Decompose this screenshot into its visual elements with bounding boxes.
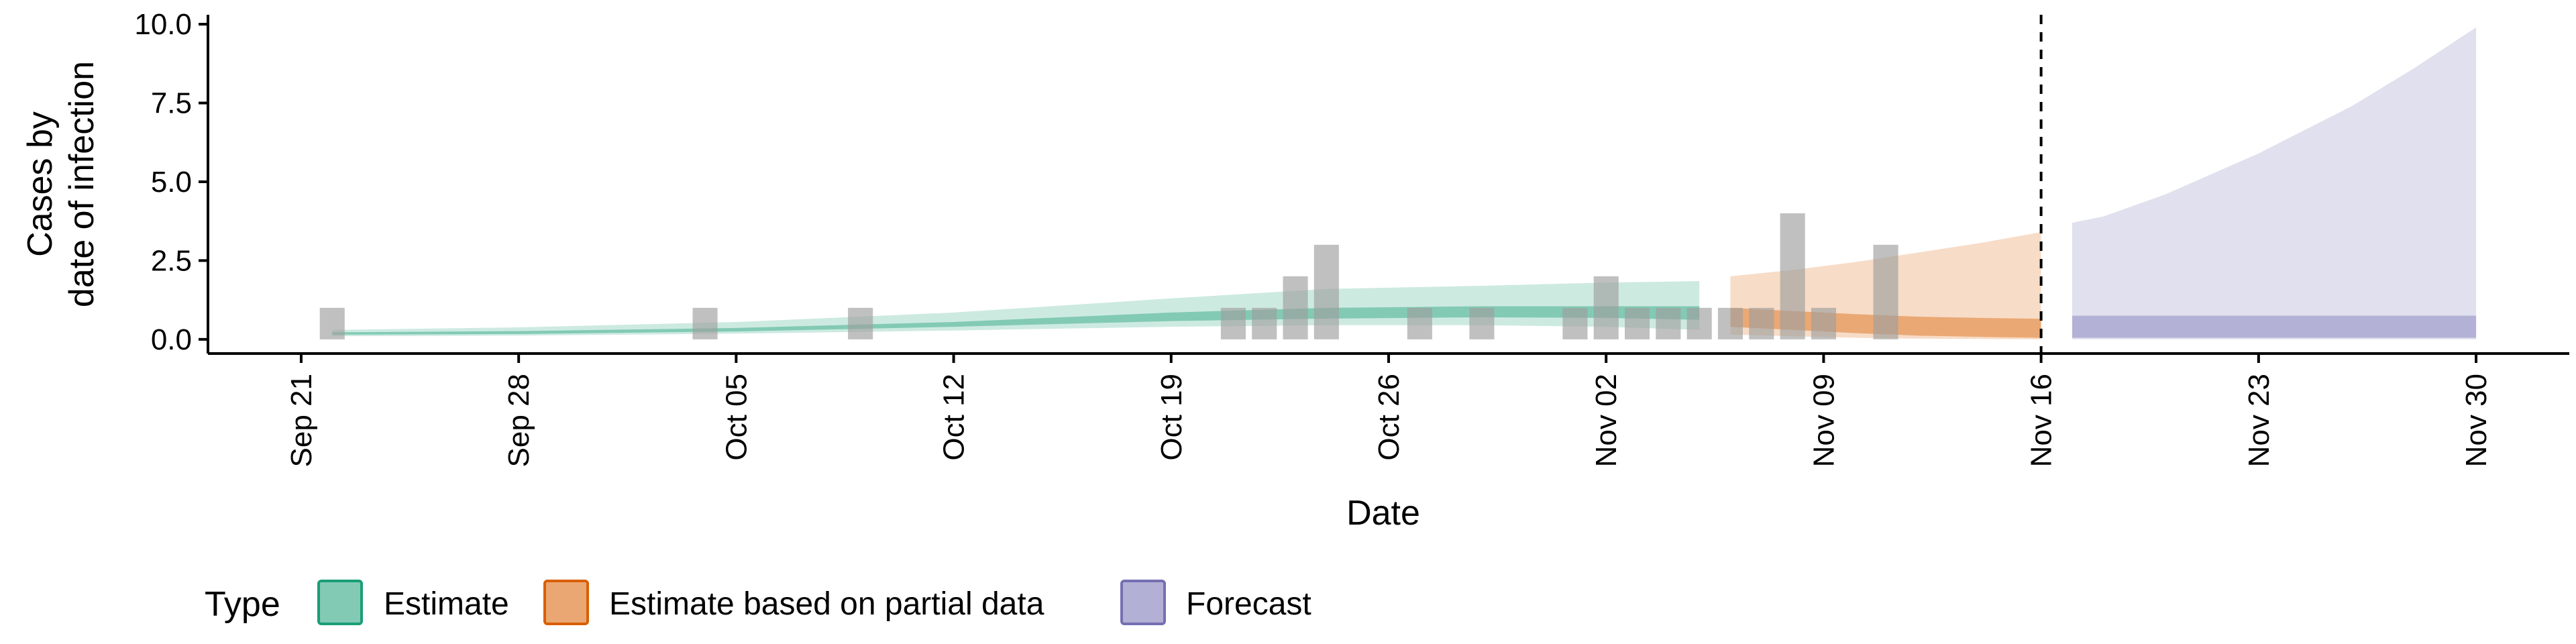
case-bar-2024-11-05 [1686,307,1712,339]
uncertainty-bands [332,27,2477,339]
x-tick-label: Sep 28 [502,374,535,467]
x-tick-label: Oct 05 [720,374,753,461]
x-axis-title: Date [1346,494,1420,533]
x-tick-label: Nov 23 [2243,374,2275,467]
band-outer-forecast [2072,27,2477,339]
case-bar-2024-10-29 [1469,307,1495,339]
observed-case-bars [319,213,1898,339]
case-bar-2024-11-07 [1749,307,1774,339]
band-outer-estimate [332,281,1700,337]
y-tick-label: 2.5 [151,244,192,277]
case-bar-2024-10-24 [1313,244,1339,339]
x-axis-ticks: Sep 21 Sep 28 Oct 05 Oct 12 Oct 19 Oct 26 Nov … [285,354,2493,467]
x-tick-label: Nov 09 [1807,374,1840,467]
y-axis-ticks: 0.0 2.5 5.0 7.5 10.0 [134,8,208,356]
legend-label-forecast: Forecast [1186,586,1311,622]
case-bar-2024-11-03 [1625,307,1650,339]
case-bar-2024-11-01 [1562,307,1588,339]
case-bar-2024-11-08 [1780,213,1805,339]
legend-label-partial-data: Estimate based on partial data [609,586,1044,622]
case-bar-2024-09-22 [319,307,345,339]
band-inner-estimate [332,306,1700,335]
x-tick-label: Oct 12 [938,374,971,461]
legend-key-estimate [317,580,363,625]
case-bar-2024-10-04 [692,307,718,339]
legend-title: Type [205,585,280,624]
y-tick-label: 7.5 [151,87,192,120]
legend-label-estimate: Estimate [384,586,509,622]
x-tick-label: Nov 30 [2460,374,2493,467]
y-axis-title-line-1: Cases by [21,111,60,257]
case-bar-2024-11-04 [1656,307,1681,339]
x-tick-label: Sep 21 [285,374,318,467]
x-tick-label: Nov 02 [1590,374,1623,467]
y-tick-label: 0.0 [151,323,192,356]
case-bar-2024-10-27 [1407,307,1432,339]
legend-key-forecast [1120,580,1166,625]
band-inner-forecast [2072,315,2477,338]
x-tick-label: Oct 26 [1373,374,1405,461]
legend-key-partial-data [543,580,589,625]
x-tick-label: Nov 16 [2025,374,2058,467]
case-bar-2024-10-23 [1283,276,1308,339]
y-tick-label: 5.0 [151,166,192,199]
y-tick-label: 10.0 [134,8,192,41]
case-bar-2024-10-21 [1220,307,1246,339]
case-bar-2024-11-11 [1873,244,1898,339]
case-bar-2024-11-02 [1593,276,1619,339]
y-axis-title-line-2: date of infection [62,61,101,307]
x-tick-label: Oct 19 [1155,374,1188,461]
case-bar-2024-10-22 [1252,307,1277,339]
case-bar-2024-10-09 [848,307,873,339]
case-bar-2024-11-09 [1811,307,1836,339]
case-bar-2024-11-06 [1717,307,1743,339]
legend: Type Estimate Estimate based on partial … [205,580,1311,625]
